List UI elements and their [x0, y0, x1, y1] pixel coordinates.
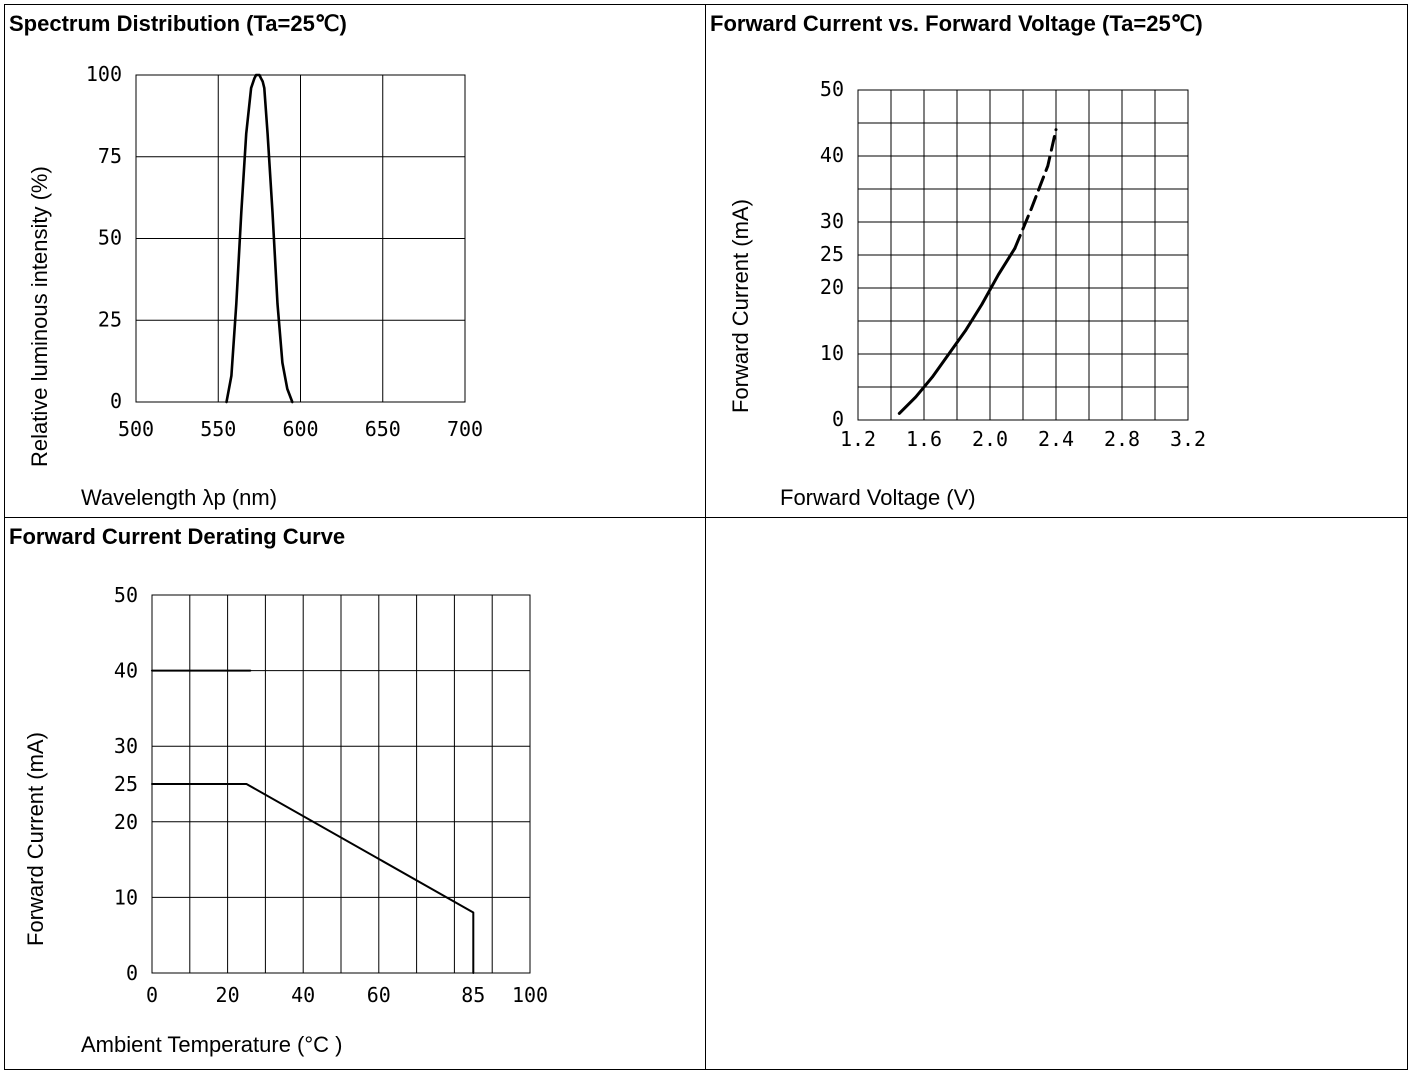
x-tick-label: 40: [291, 983, 315, 1007]
x-tick-label: 20: [216, 983, 240, 1007]
x-tick-label: 2.4: [1038, 427, 1074, 451]
series-line: [151, 783, 475, 974]
y-tick-label: 0: [110, 389, 122, 413]
x-tick-label: 2.0: [972, 427, 1008, 451]
y-tick-label: 100: [86, 62, 122, 86]
y-tick-label: 40: [820, 143, 844, 167]
x-tick-label: 60: [367, 983, 391, 1007]
y-tick-label: 10: [820, 341, 844, 365]
y-tick-label: 75: [98, 144, 122, 168]
y-tick-label: 10: [114, 885, 138, 909]
y-tick-label: 50: [820, 77, 844, 101]
y-tick-label: 20: [114, 810, 138, 834]
chart-title: Forward Current Derating Curve: [9, 524, 346, 549]
x-tick-label: 85: [461, 983, 485, 1007]
x-tick-label: 700: [447, 417, 483, 441]
x-tick-label: 0: [146, 983, 158, 1007]
x-tick-label: 650: [365, 417, 401, 441]
x-axis-label: Wavelength λp (nm): [81, 485, 278, 510]
x-tick-label: 1.6: [906, 427, 942, 451]
x-axis-label: Ambient Temperature (°C ): [81, 1032, 343, 1057]
y-tick-label: 20: [820, 275, 844, 299]
chart-title: Forward Current vs. Forward Voltage (Ta=…: [710, 11, 1203, 36]
y-tick-label: 25: [98, 307, 122, 331]
x-tick-label: 2.8: [1104, 427, 1140, 451]
y-tick-label: 50: [114, 583, 138, 607]
series-line: [225, 73, 294, 404]
x-tick-label: 500: [118, 417, 154, 441]
empty-panel: [705, 517, 1408, 1070]
x-tick-label: 550: [200, 417, 236, 441]
y-tick-label: 40: [114, 659, 138, 683]
y-tick-label: 50: [98, 226, 122, 250]
x-tick-label: 3.2: [1170, 427, 1206, 451]
chart-title: Spectrum Distribution (Ta=25℃): [9, 11, 347, 36]
chart-panel-spectrum: Spectrum Distribution (Ta=25℃) Relative …: [4, 4, 706, 518]
y-tick-label: 25: [820, 242, 844, 266]
y-tick-label: 30: [114, 734, 138, 758]
x-axis-label: Forward Voltage (V): [780, 485, 976, 510]
x-tick-label: 1.2: [840, 427, 876, 451]
series-line: [897, 246, 1017, 415]
y-tick-label: 30: [820, 209, 844, 233]
x-tick-label: 100: [512, 983, 548, 1007]
x-tick-label: 600: [282, 417, 318, 441]
y-tick-label: 0: [832, 407, 844, 431]
y-tick-label: 25: [114, 772, 138, 796]
y-tick-label: 0: [126, 961, 138, 985]
series-line: [1013, 128, 1058, 250]
